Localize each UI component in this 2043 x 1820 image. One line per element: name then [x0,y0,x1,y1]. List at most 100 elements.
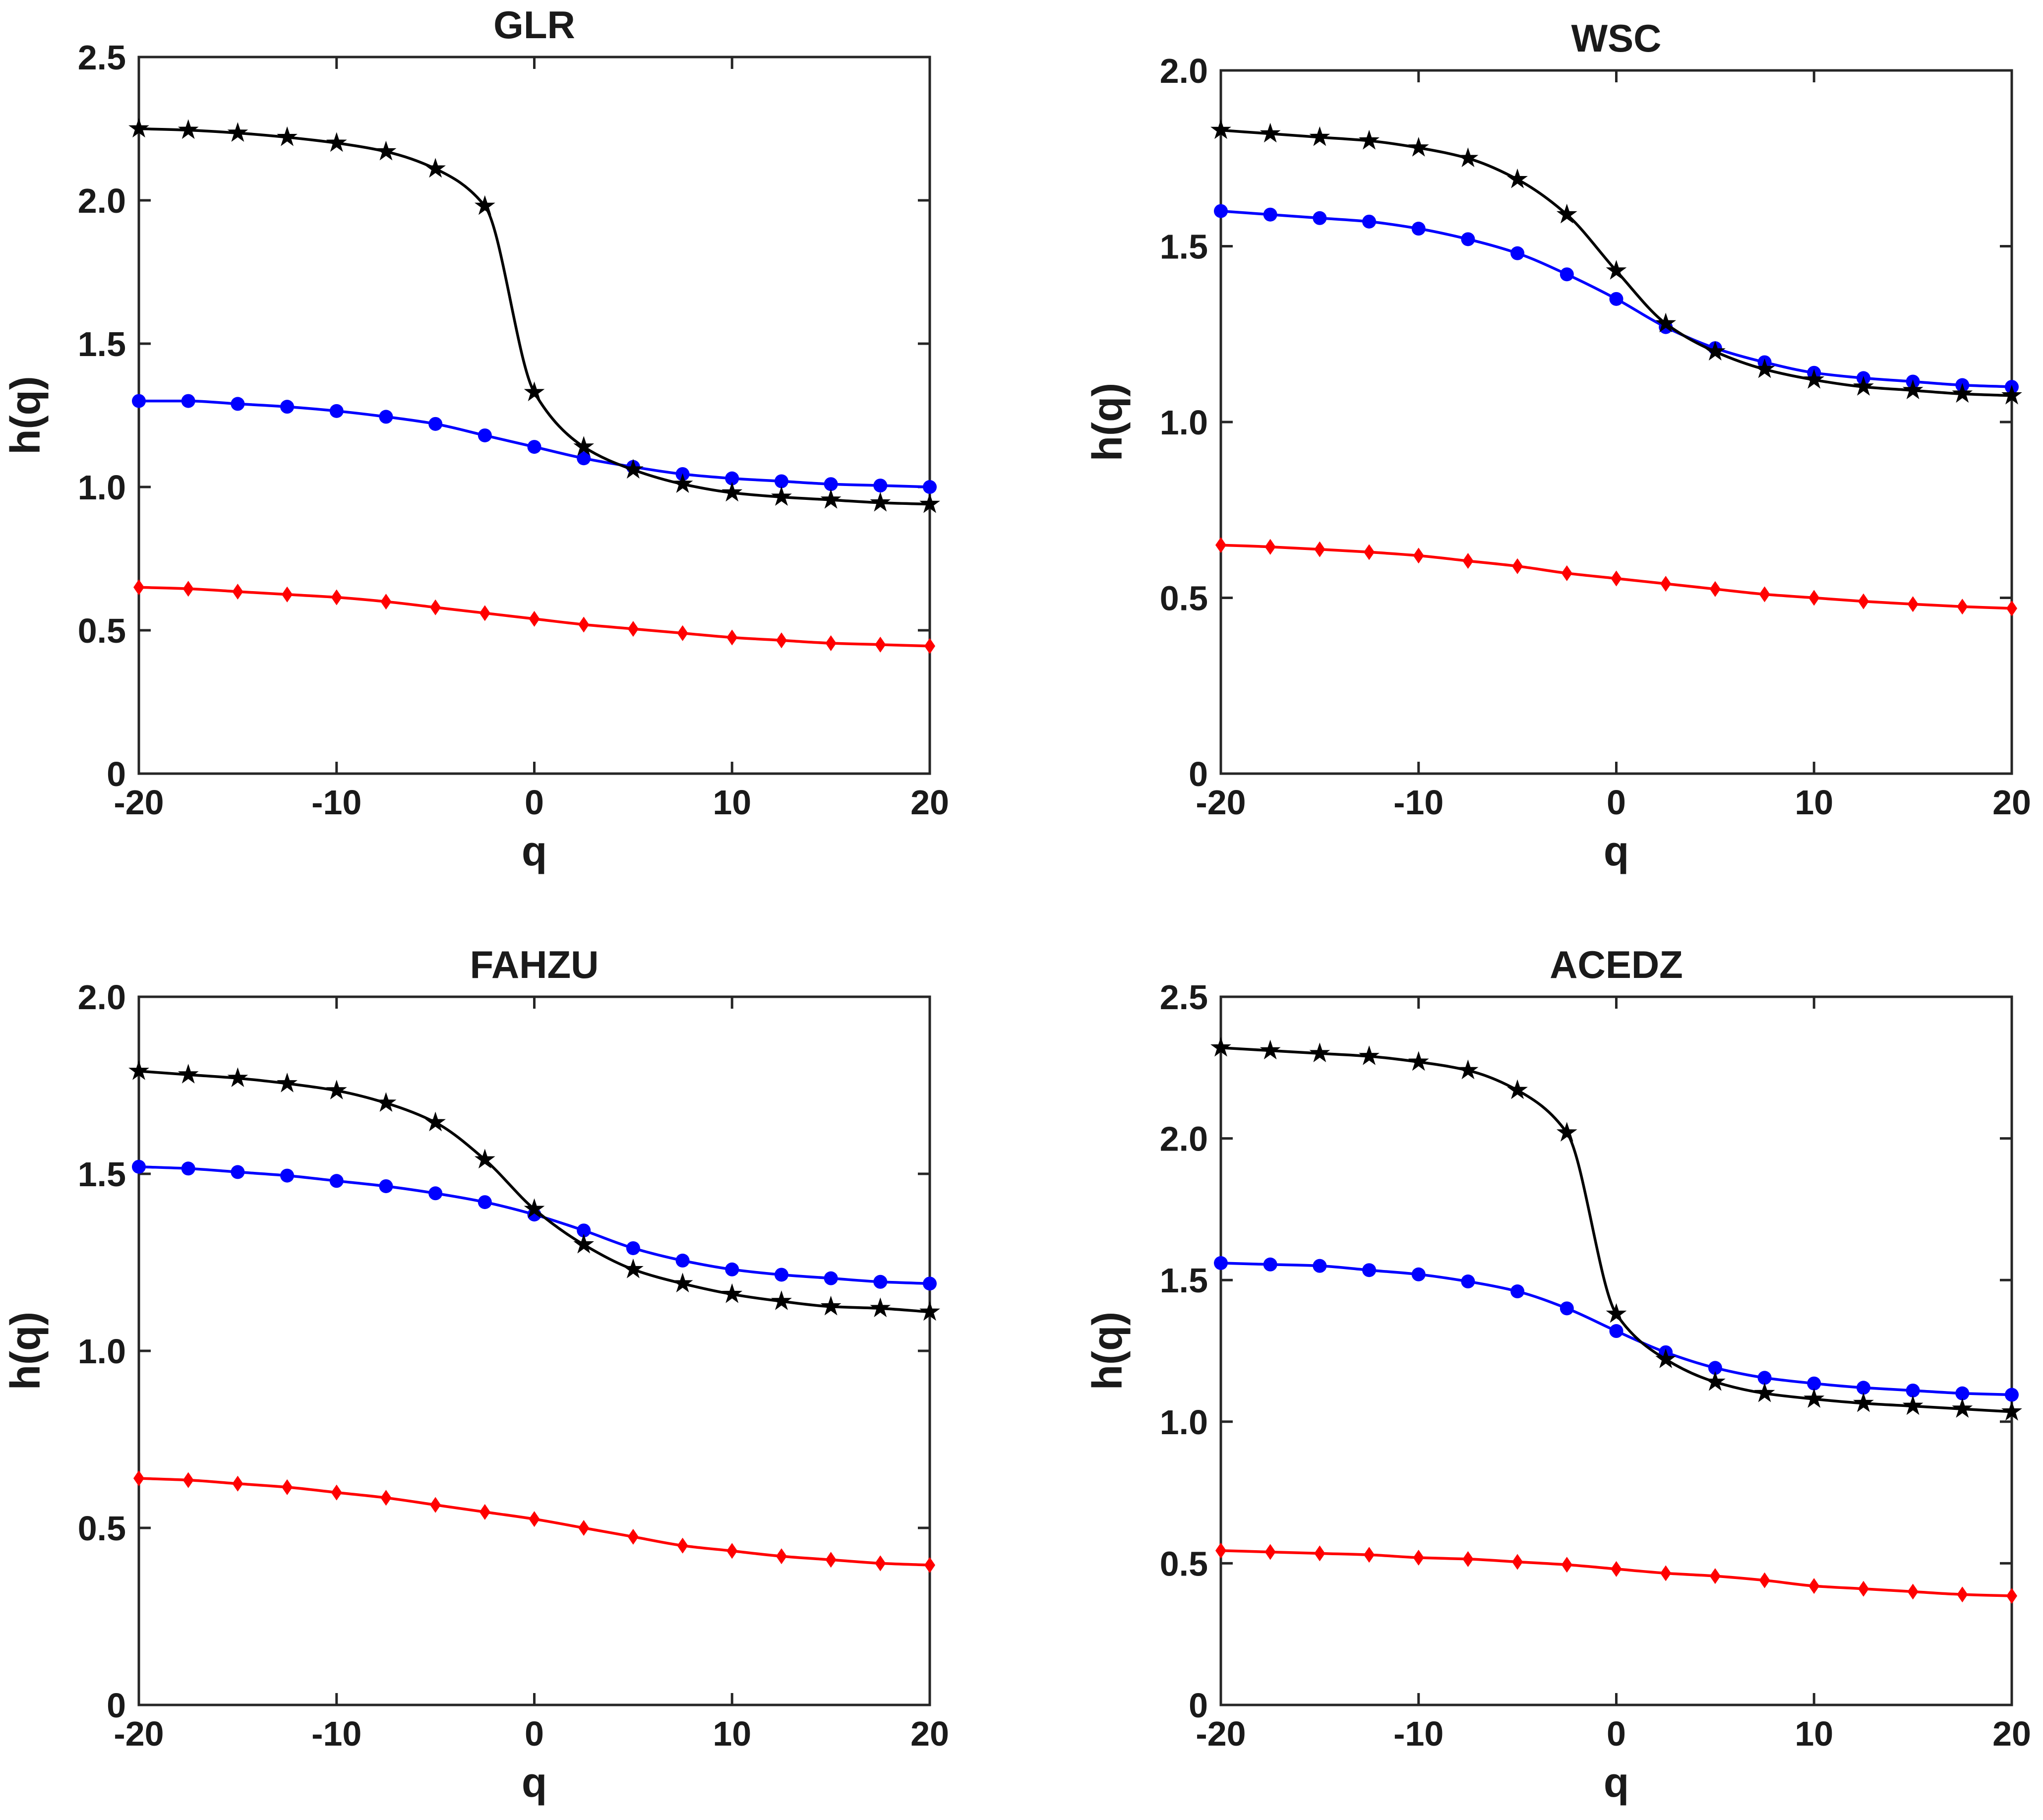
data-point-blue [1856,1381,1870,1395]
x-tick-label: 0 [1607,783,1626,822]
axes-box [1219,69,2013,775]
data-point-red [875,636,886,653]
y-axis-label: h(q) [1084,1312,1131,1391]
data-point-red [529,1511,540,1527]
y-axis-label: h(q) [2,376,49,455]
y-tick-label: 2.0 [78,182,126,220]
data-point-red [1314,541,1325,557]
axes-box [137,56,931,775]
data-point-blue [577,1223,591,1238]
x-tick-label: -10 [1393,1714,1443,1753]
data-point-black [1210,1036,1231,1057]
data-point-blue [1313,211,1327,225]
data-point-black [1803,1388,1825,1408]
data-point-red [1611,570,1622,587]
data-point-black [573,436,595,456]
data-point-black [623,1258,644,1278]
data-point-red [282,586,293,603]
y-tick-label: 1.0 [1160,1403,1208,1442]
data-point-black [1655,312,1677,333]
data-point-blue [132,394,146,408]
data-point-blue [231,1165,245,1179]
data-point-red [1709,1568,1721,1584]
data-point-red [677,1537,688,1554]
data-point-black [1803,368,1825,389]
data-point-red [479,605,490,621]
data-point-black [227,1067,248,1087]
data-point-blue [1313,1259,1327,1273]
data-point-black [2001,384,2022,405]
data-point-black [721,482,743,502]
data-point-black [1655,1348,1677,1368]
x-axis-label: q [1604,828,1629,874]
x-tick-label: -20 [1196,783,1246,822]
panel-title: WSC [1571,16,1662,60]
data-point-blue [873,1274,888,1289]
data-point-black [1952,1398,1973,1418]
y-tick-label: 0.5 [78,1509,126,1548]
axes-box [1219,995,2013,1706]
y-tick-label: 0.5 [78,611,126,650]
data-point-blue [577,451,591,466]
data-point-red [331,589,342,606]
data-point-red [1858,1580,1869,1597]
data-point-red [1660,1565,1672,1581]
data-point-black [1309,1042,1330,1062]
data-point-blue [428,417,443,431]
data-point-black [820,1295,841,1316]
data-point-red [1264,1544,1276,1560]
y-tick-label: 2.0 [78,978,126,1017]
data-point-black [1260,122,1281,143]
data-point-red [1462,1551,1474,1567]
data-point-blue [280,1168,295,1183]
y-tick-label: 0.5 [1160,1544,1208,1583]
data-point-blue [1362,214,1377,229]
data-point-blue [923,1276,937,1291]
data-point-black [1359,1045,1380,1065]
data-point-blue [1263,1257,1277,1272]
data-point-red [1759,586,1770,603]
data-point-red [1314,1545,1325,1562]
x-axis-label: q [522,1759,547,1806]
x-tick-label: -20 [1196,1714,1246,1753]
data-point-blue [725,471,739,485]
data-point-black [1507,168,1528,188]
y-tick-label: 2.5 [1160,978,1208,1017]
panel-acedz: ACEDZ q h(q) -20 -10 0 10 20 0 0.5 1.0 1.5 2.0 2.5 [1084,943,2031,1806]
data-point-black [1359,129,1380,150]
data-point-black [1210,119,1231,139]
data-point-black [1457,147,1479,167]
data-point-red [578,1520,590,1536]
data-point-red [331,1484,342,1501]
y-tick-label: 1.5 [1160,228,1208,266]
data-point-black [1754,358,1775,378]
data-point-red [133,1470,144,1487]
data-point-black [375,1092,397,1112]
data-point-red [726,1543,738,1559]
data-point-red [1364,1547,1375,1563]
data-point-black [1902,1395,1923,1415]
data-point-red [1512,1554,1523,1570]
data-point-blue [1609,292,1623,306]
panel-fahzu: FAHZU q h(q) -20 -10 0 10 20 0 0.5 1.0 1.5 2.0 [2,943,949,1806]
data-point-red [1561,1557,1572,1573]
data-point-black [919,493,940,513]
data-point-red [1907,1583,1919,1600]
data-point-red [726,629,738,646]
data-point-black [1853,1392,1874,1412]
data-point-black [178,119,199,139]
data-point-blue [1906,1383,1920,1397]
data-point-blue [675,1253,690,1268]
data-point-blue [379,410,393,424]
data-point-red [1364,544,1375,560]
data-point-black [672,473,693,493]
y-tick-label: 2.5 [78,38,126,77]
data-point-red [1462,553,1474,569]
data-point-black [1606,1303,1627,1323]
data-point-black [623,459,644,479]
data-point-black [870,1297,891,1318]
data-point-blue [2005,1388,2019,1402]
data-point-blue [1807,1376,1821,1391]
data-point-black [1853,376,1874,396]
data-point-black [425,1111,446,1132]
